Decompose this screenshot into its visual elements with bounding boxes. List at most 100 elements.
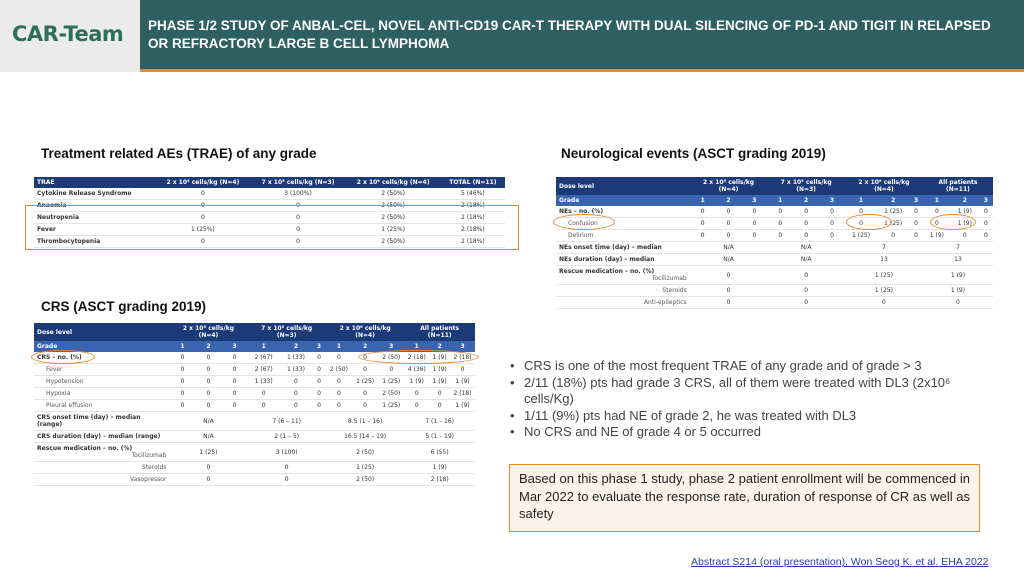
table-row: Fever 0 0 0 2 (67) 1 (33) 0 2 (50) 0 0 4 (36) 1 (9)… [34, 363, 475, 376]
table-cell: 2 (18%) [440, 235, 505, 248]
table-cell: 2 (18%) [440, 223, 505, 236]
header-banner: CAR-Team PHASE 1/2 STUDY OF ANBAL-CEL, N… [0, 0, 1024, 72]
trae-col-header: TRAE [34, 177, 156, 188]
summary-cell: N/A [767, 241, 845, 254]
table-cell: 1 (9) [429, 363, 451, 376]
neuro-col-header: 7 x 10⁵ cells/kg (N=3) [767, 177, 845, 195]
table-cell: Thrombocytopenia [34, 235, 156, 248]
rescue-drug: Vasopressor [130, 476, 167, 483]
rescue-cell: 3 (100) [247, 442, 326, 462]
table-cell: 0 [909, 217, 923, 230]
table-cell: 0 [819, 229, 845, 242]
grade-number: 1 [325, 341, 353, 352]
summary-cell: 5 (1 – 19) [404, 430, 475, 443]
grade-number: 3 [221, 341, 248, 352]
table-cell: Hypoxia [34, 387, 170, 400]
table-cell: 0 [247, 399, 280, 412]
table-cell: 0 [169, 387, 196, 400]
table-cell: 0 [715, 217, 742, 230]
summary-cell: N/A [689, 253, 768, 266]
table-cell: 1 (33) [279, 352, 313, 364]
grade-number: 3 [909, 195, 923, 206]
rescue-cell: 2 (50) [325, 473, 405, 486]
rescue-group-label: Rescue medication – no. (%) [37, 445, 133, 452]
table-row: Hypoxia 0 0 0 0 0 0 0 0 2 (50) 0 0 2 (18) [34, 387, 475, 400]
table-cell: 0 [169, 375, 196, 388]
table-cell: Cytokine Release Syndrome [34, 188, 156, 200]
table-cell: 1 (25%) [155, 223, 251, 236]
table-cell: 0 [250, 211, 346, 224]
summary-cell: N/A [169, 411, 248, 431]
rescue-cell: 0 [169, 461, 248, 474]
table-cell: 0 [312, 363, 326, 376]
rescue-cell: 2 (18) [404, 473, 475, 486]
rescue-cell: 0 [767, 284, 845, 297]
ne-dl3-highlight-oval [846, 214, 892, 230]
table-cell: 0 [978, 217, 993, 230]
finding-item: CRS is one of the most frequent TRAE of … [508, 358, 998, 375]
table-cell: 2 (50%) [345, 235, 441, 248]
rescue-label: Steroids [556, 284, 690, 297]
table-cell: 3 (100%) [250, 188, 346, 200]
neuro-col-header: 2 x 10⁵ cells/kg (N=4) [689, 177, 768, 195]
table-cell: 1 (9) [450, 399, 475, 412]
summary-cell: 7 [922, 241, 993, 254]
summary-cell: 16.5 (14 – 19) [325, 430, 405, 443]
summary-label: CRS onset time (day) – median (range) [34, 411, 170, 431]
table-cell: 2 (18%) [440, 211, 505, 224]
table-cell: 0 [819, 217, 845, 230]
table-cell: 5 (46%) [440, 188, 505, 200]
grade-label: Grade [34, 341, 170, 352]
grade-number: 1 [247, 341, 280, 352]
table-cell: 0 [221, 375, 248, 388]
table-cell: 0 [155, 235, 251, 248]
table-cell: 1 (25) [378, 399, 405, 412]
table-cell: Fever [34, 223, 156, 236]
table-cell: 1 (25) [378, 375, 405, 388]
table-cell: 0 [195, 352, 222, 364]
table-cell: 0 [155, 188, 251, 200]
table-cell: 0 [429, 387, 451, 400]
neuro-col-header: All patients (N=11) [922, 177, 993, 195]
table-cell: 2 (50%) [345, 188, 441, 200]
table-cell: 0 [221, 399, 248, 412]
neuro-col-header: Dose level [556, 177, 690, 195]
table-cell: 0 [877, 229, 910, 242]
table-cell: 0 [352, 387, 379, 400]
crs-col-header: Dose level [34, 323, 170, 341]
grade-number: 3 [978, 195, 993, 206]
table-cell: Neutropenia [34, 211, 156, 224]
summary-row: CRS onset time (day) – median (range) N/A… [34, 411, 475, 431]
table-cell: 1 (33) [279, 363, 313, 376]
summary-label: CRS duration (day) – median (range) [34, 430, 170, 443]
table-cell: Hypotension [34, 375, 170, 388]
table-cell: 0 [250, 235, 346, 248]
neuro-table: Dose level 2 x 10⁵ cells/kg (N=4) 7 x 10⁵ … [556, 177, 993, 309]
car-team-logo: CAR-Team [12, 22, 124, 46]
citation-link[interactable]: Abstract S214 (oral presentation), Won S… [691, 556, 989, 568]
table-cell: 1 (9) [404, 375, 430, 388]
rescue-drug: Tocilizumab [651, 275, 687, 282]
table-cell: 0 [195, 363, 222, 376]
table-cell: 0 [404, 399, 430, 412]
table-cell: 0 [909, 229, 923, 242]
grade-number: 3 [312, 341, 326, 352]
table-cell: 0 [689, 229, 716, 242]
rescue-label: Anti-epileptics [556, 296, 690, 309]
table-cell: 0 [450, 363, 475, 376]
finding-item: 1/11 (9%) pts had NE of grade 2, he was … [508, 408, 998, 425]
rescue-cell: 0 [767, 296, 845, 309]
rescue-row: Steroids 0 0 1 (25) 1 (9) [34, 461, 475, 474]
summary-label: NEs duration (day) – median [556, 253, 690, 266]
grade-number: 2 [715, 195, 742, 206]
table-row: Pleural effusion 0 0 0 0 0 0 0 0 1 (25) 0 0 1 (9) [34, 399, 475, 412]
rescue-cell: 1 (25) [844, 284, 923, 297]
table-cell: 0 [978, 206, 993, 218]
table-cell: 2 (50%) [345, 211, 441, 224]
grade-number: 1 [844, 195, 878, 206]
rescue-cell: 0 [767, 265, 845, 285]
table-row: Neutropenia 0 0 2 (50%) 2 (18%) [34, 211, 505, 224]
crs-col-header: 2 x 10⁵ cells/kg (N=4) [169, 323, 248, 341]
table-cell: Delirium [556, 229, 690, 242]
table-cell: 0 [279, 399, 313, 412]
